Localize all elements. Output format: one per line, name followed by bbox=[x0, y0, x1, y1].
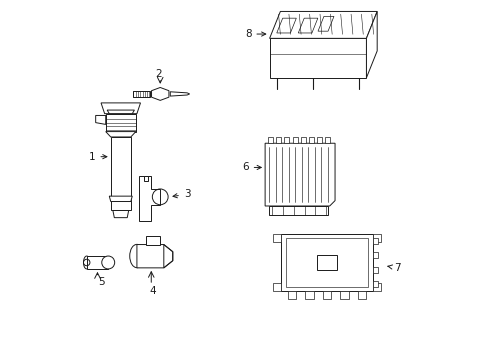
Polygon shape bbox=[340, 291, 348, 299]
Polygon shape bbox=[372, 234, 380, 242]
Polygon shape bbox=[105, 114, 136, 132]
Polygon shape bbox=[300, 137, 305, 143]
Polygon shape bbox=[273, 234, 281, 242]
Circle shape bbox=[102, 256, 115, 269]
Polygon shape bbox=[269, 39, 366, 78]
Polygon shape bbox=[273, 283, 281, 291]
Polygon shape bbox=[372, 267, 377, 273]
Polygon shape bbox=[284, 137, 289, 143]
Polygon shape bbox=[276, 137, 281, 143]
Polygon shape bbox=[113, 211, 128, 218]
Polygon shape bbox=[372, 252, 377, 258]
Polygon shape bbox=[86, 256, 108, 269]
Polygon shape bbox=[317, 137, 322, 143]
Polygon shape bbox=[268, 206, 327, 215]
Polygon shape bbox=[101, 103, 140, 114]
Text: 8: 8 bbox=[244, 29, 265, 39]
Polygon shape bbox=[357, 291, 366, 299]
Text: 3: 3 bbox=[173, 189, 190, 199]
Polygon shape bbox=[267, 137, 272, 143]
Polygon shape bbox=[139, 176, 160, 221]
Text: 7: 7 bbox=[387, 263, 400, 273]
Polygon shape bbox=[144, 176, 147, 181]
Polygon shape bbox=[308, 137, 313, 143]
Polygon shape bbox=[366, 12, 376, 78]
Polygon shape bbox=[145, 235, 160, 244]
Text: 1: 1 bbox=[89, 152, 107, 162]
Polygon shape bbox=[316, 255, 336, 270]
Polygon shape bbox=[96, 116, 105, 125]
Polygon shape bbox=[281, 234, 372, 291]
Ellipse shape bbox=[83, 256, 90, 269]
Polygon shape bbox=[372, 283, 380, 291]
Polygon shape bbox=[372, 281, 377, 287]
Polygon shape bbox=[151, 87, 168, 100]
Polygon shape bbox=[264, 143, 334, 206]
Polygon shape bbox=[325, 137, 330, 143]
Polygon shape bbox=[287, 291, 296, 299]
Polygon shape bbox=[107, 110, 134, 114]
Polygon shape bbox=[322, 291, 330, 299]
Text: 5: 5 bbox=[98, 277, 104, 287]
Polygon shape bbox=[110, 137, 131, 211]
Polygon shape bbox=[170, 92, 189, 96]
Polygon shape bbox=[269, 12, 376, 39]
Polygon shape bbox=[137, 244, 172, 268]
Polygon shape bbox=[305, 291, 313, 299]
Polygon shape bbox=[105, 132, 136, 137]
Text: 6: 6 bbox=[242, 162, 261, 172]
Text: 2: 2 bbox=[155, 69, 162, 79]
Polygon shape bbox=[372, 238, 377, 244]
Text: 4: 4 bbox=[149, 286, 156, 296]
Polygon shape bbox=[109, 196, 132, 202]
Polygon shape bbox=[133, 91, 150, 97]
Polygon shape bbox=[292, 137, 297, 143]
